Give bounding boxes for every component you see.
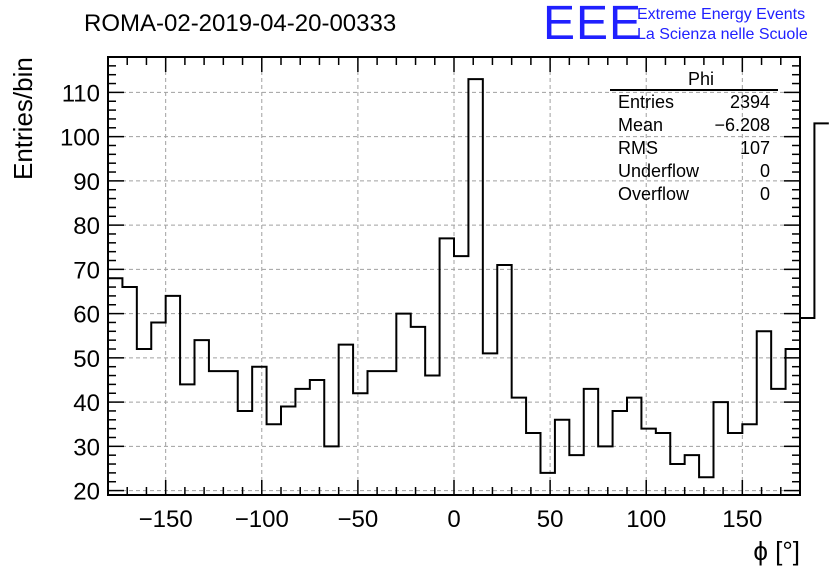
eee-logo: EEE xyxy=(543,0,643,50)
stats-title: Phi xyxy=(610,69,778,91)
x-tick-label: −100 xyxy=(235,506,289,533)
y-axis-label: Entries/bin xyxy=(8,57,38,180)
stats-value: −6.208 xyxy=(714,115,770,135)
y-tick-label: 50 xyxy=(73,346,100,373)
stats-label: Entries xyxy=(618,92,675,112)
y-tick-label: 110 xyxy=(62,80,100,107)
stats-row-underflow: Underflow 0 xyxy=(610,160,778,183)
y-tick-label: 30 xyxy=(73,434,100,461)
x-tick-label: −150 xyxy=(139,506,193,533)
y-tick-label: 80 xyxy=(73,213,100,240)
x-tick-labels: −150 −100 −50 0 50 100 150 xyxy=(139,506,763,533)
stats-value: 0 xyxy=(759,161,770,181)
plot-title: ROMA-02-2019-04-20-00333 xyxy=(84,10,397,37)
x-tick-label: 0 xyxy=(447,506,460,533)
histogram-series xyxy=(108,78,829,479)
stats-row-overflow: Overflow 0 xyxy=(610,183,778,206)
y-tick-label: 70 xyxy=(73,257,100,284)
stats-label: Overflow xyxy=(618,184,690,204)
y-tick-label: 90 xyxy=(73,169,100,196)
stats-label: RMS xyxy=(618,138,658,158)
y-tick-label: 20 xyxy=(73,479,100,506)
logo-caption-line1: Extreme Energy Events xyxy=(637,6,806,23)
stats-value: 2394 xyxy=(729,92,770,112)
stats-box: Phi Entries 2394 Mean −6.208 RMS 107 Und… xyxy=(610,69,778,206)
x-tick-label: −50 xyxy=(338,506,379,533)
y-tick-label: 100 xyxy=(60,125,100,152)
x-axis-label: ϕ [°] xyxy=(753,536,800,566)
logo-caption-line2: La Scienza nelle Scuole xyxy=(637,26,808,43)
x-tick-label: 150 xyxy=(722,506,762,533)
x-tick-label: 100 xyxy=(626,506,666,533)
stats-label: Underflow xyxy=(618,161,700,181)
stats-value: 0 xyxy=(759,184,770,204)
x-tick-label: 50 xyxy=(537,506,564,533)
y-tick-label: 60 xyxy=(73,302,100,329)
stats-value: 107 xyxy=(739,138,770,158)
stats-row-entries: Entries 2394 xyxy=(610,91,778,114)
stats-label: Mean xyxy=(618,115,664,135)
y-tick-label: 40 xyxy=(73,390,100,417)
logo-caption: Extreme Energy Events La Scienza nelle S… xyxy=(637,5,808,45)
stats-row-rms: RMS 107 xyxy=(610,137,778,160)
y-tick-labels: 20 30 40 50 60 70 80 90 100 110 xyxy=(60,80,100,505)
stats-row-mean: Mean −6.208 xyxy=(610,114,778,137)
axis-ticks xyxy=(107,56,801,495)
grid-lines xyxy=(108,57,800,495)
